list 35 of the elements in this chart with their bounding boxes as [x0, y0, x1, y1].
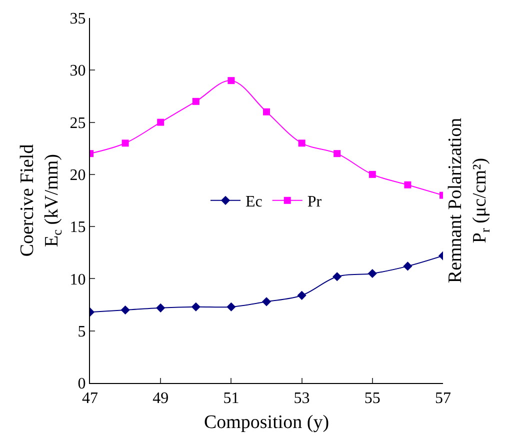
y-tick-label: 25: [70, 114, 86, 132]
point: [332, 272, 342, 282]
point: [262, 297, 272, 306]
legend-label: Ec: [246, 194, 262, 211]
point: [226, 302, 236, 312]
point: [156, 303, 166, 312]
y-tick-label: 5: [78, 323, 86, 340]
point: [403, 262, 412, 271]
x-tick-label: 51: [223, 390, 240, 408]
x-tick-label: 55: [364, 390, 380, 408]
point: [192, 98, 200, 105]
y-tick-label: 15: [70, 219, 86, 236]
point: [157, 118, 164, 126]
y-tick-label: 20: [70, 167, 86, 184]
point: [191, 302, 200, 312]
x-tick-label: 49: [152, 390, 169, 408]
y-tick-label: 0: [78, 376, 86, 393]
x-tick-label: 53: [294, 390, 310, 408]
x-tick-label: 57: [435, 390, 451, 408]
point: [122, 140, 129, 147]
x-tick-label: 47: [82, 390, 98, 408]
y-tick-label: 30: [70, 62, 86, 80]
point: [228, 77, 235, 84]
point: [368, 268, 377, 278]
point: [263, 108, 270, 116]
legend-label: Pr: [307, 194, 322, 211]
point: [368, 170, 376, 178]
y-tick-label: 35: [70, 10, 86, 28]
point: [120, 305, 130, 315]
point: [297, 290, 306, 300]
point: [334, 150, 341, 158]
point: [404, 181, 412, 188]
y-tick-label: 10: [70, 271, 86, 288]
x-axis-title: Composition (y): [204, 412, 330, 433]
point: [298, 140, 306, 147]
